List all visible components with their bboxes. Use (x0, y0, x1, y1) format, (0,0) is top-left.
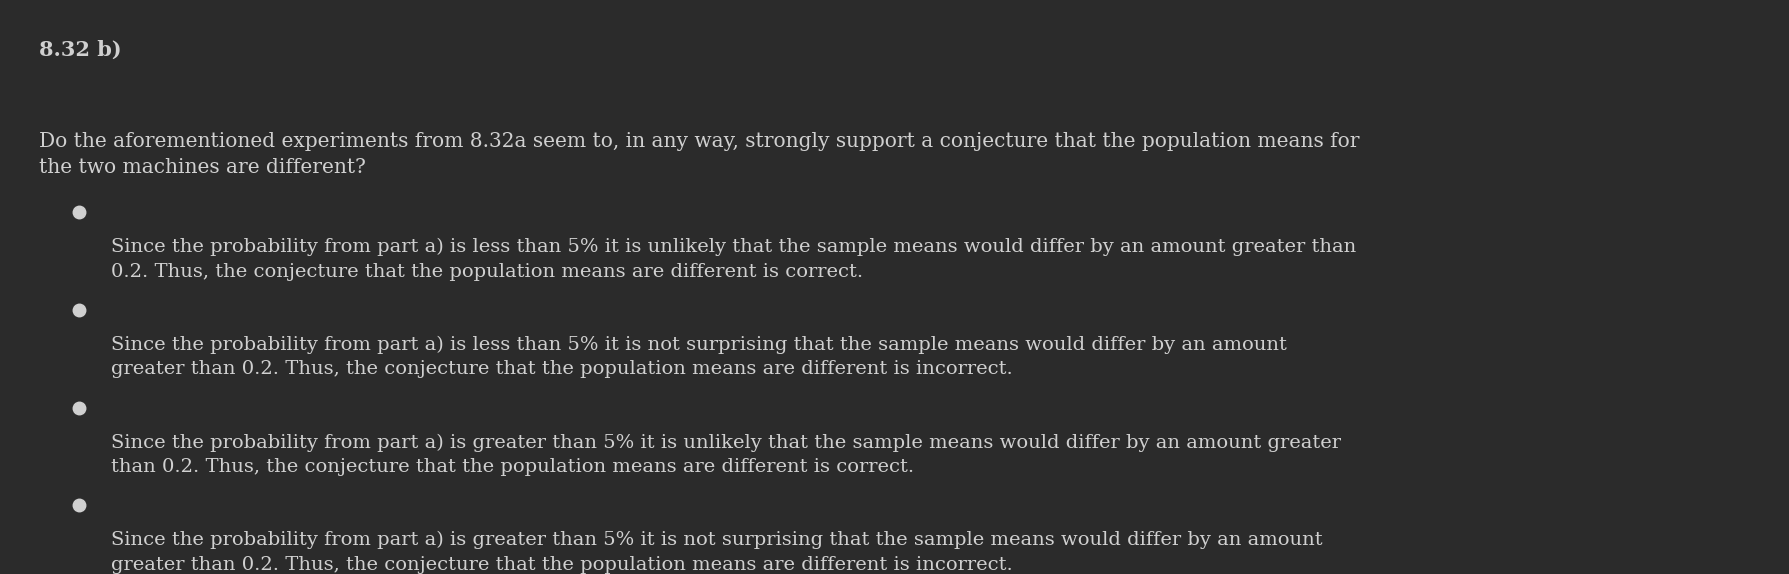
Text: Do the aforementioned experiments from 8.32a seem to, in any way, strongly suppo: Do the aforementioned experiments from 8… (39, 132, 1360, 177)
Text: Since the probability from part a) is less than 5% it is unlikely that the sampl: Since the probability from part a) is le… (111, 238, 1356, 281)
Text: 8.32 b): 8.32 b) (39, 40, 122, 60)
Text: Since the probability from part a) is greater than 5% it is not surprising that : Since the probability from part a) is gr… (111, 531, 1322, 573)
Text: Since the probability from part a) is less than 5% it is not surprising that the: Since the probability from part a) is le… (111, 336, 1286, 378)
Text: Since the probability from part a) is greater than 5% it is unlikely that the sa: Since the probability from part a) is gr… (111, 433, 1340, 476)
